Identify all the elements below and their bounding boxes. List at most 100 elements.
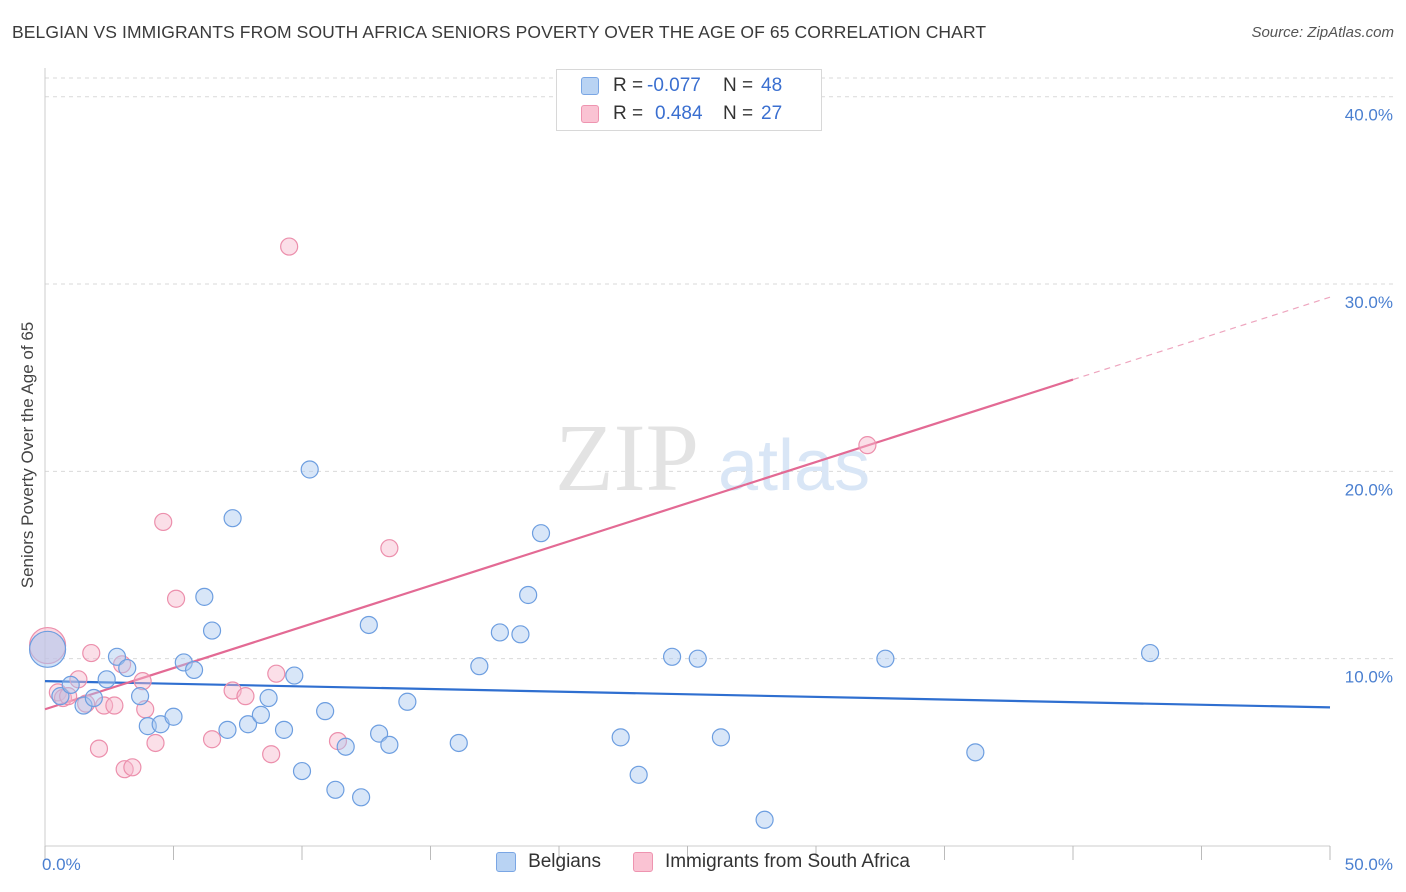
data-point-belgians bbox=[511, 625, 530, 644]
series-legend: Belgians Immigrants from South Africa bbox=[0, 851, 1406, 873]
trend-lines bbox=[44, 296, 1331, 711]
data-point-belgians bbox=[316, 702, 335, 721]
series-legend-south-africa: Immigrants from South Africa bbox=[632, 851, 910, 873]
data-point-belgians bbox=[352, 788, 371, 807]
legend-n-label: N = bbox=[723, 75, 754, 96]
trend-line-belgians bbox=[44, 680, 1331, 709]
data-point-belgians bbox=[164, 707, 183, 726]
data-point-belgians bbox=[629, 765, 648, 784]
data-point-south-africa bbox=[146, 733, 165, 753]
data-point-belgians bbox=[292, 761, 312, 781]
legend-r-value: 0.484 bbox=[655, 103, 703, 124]
data-points bbox=[28, 237, 1160, 829]
data-point-belgians bbox=[370, 724, 389, 743]
data-point-belgians bbox=[326, 780, 345, 799]
data-point-belgians bbox=[130, 687, 150, 706]
data-point-south-africa bbox=[133, 672, 152, 691]
data-point-belgians bbox=[259, 688, 278, 708]
data-point-belgians bbox=[202, 621, 222, 640]
trend-line-extension bbox=[1072, 296, 1331, 381]
data-point-belgians bbox=[876, 649, 895, 668]
grid-lines bbox=[45, 77, 1393, 660]
data-point-belgians bbox=[470, 657, 489, 676]
data-point-belgians bbox=[74, 696, 93, 715]
data-point-belgians bbox=[300, 460, 319, 479]
watermark: ZIP atlas bbox=[555, 404, 870, 511]
data-point-belgians bbox=[238, 715, 258, 734]
data-point-belgians bbox=[118, 658, 137, 678]
y-tick-label: 40.0% bbox=[1345, 106, 1393, 125]
data-point-south-africa bbox=[82, 643, 101, 663]
legend-swatch-blue bbox=[581, 77, 599, 95]
data-point-belgians bbox=[51, 687, 70, 706]
x-tick-label-max: 50.0% bbox=[1345, 855, 1393, 874]
data-point-south-africa bbox=[202, 730, 222, 749]
legend-r-label: R = bbox=[613, 75, 644, 96]
series-swatch-pink bbox=[632, 852, 653, 872]
data-point-south-africa bbox=[267, 664, 286, 683]
watermark-atlas: atlas bbox=[718, 426, 870, 506]
data-point-belgians bbox=[195, 587, 214, 606]
series-legend-label: Immigrants from South Africa bbox=[664, 851, 910, 872]
data-point-belgians bbox=[184, 660, 204, 680]
legend-row-belgians: R = -0.077 N = 48 bbox=[581, 74, 782, 98]
y-tick-label: 20.0% bbox=[1345, 480, 1393, 499]
data-point-belgians bbox=[662, 647, 682, 666]
data-point-south-africa bbox=[154, 512, 173, 532]
data-point-belgians bbox=[174, 653, 193, 672]
data-point-belgians bbox=[223, 509, 242, 528]
legend-n-label: N = bbox=[723, 103, 754, 124]
data-point-belgians bbox=[61, 675, 80, 695]
data-point-belgians bbox=[274, 720, 294, 739]
data-point-south-africa bbox=[166, 589, 186, 608]
legend-row-south-africa: R = 0.484 N = 27 bbox=[581, 102, 782, 126]
data-point-south-africa bbox=[89, 739, 109, 758]
data-point-belgians bbox=[218, 720, 237, 739]
data-point-south-africa bbox=[95, 696, 114, 715]
data-point-south-africa bbox=[262, 745, 281, 764]
series-legend-belgians: Belgians bbox=[496, 851, 601, 873]
x-tick-label-min: 0.0% bbox=[42, 855, 81, 874]
axes bbox=[44, 68, 1331, 860]
y-tick-label: 10.0% bbox=[1345, 668, 1393, 687]
data-point-belgians bbox=[380, 735, 399, 754]
data-point-belgians bbox=[84, 688, 103, 708]
data-point-belgians bbox=[966, 743, 985, 762]
data-point-belgians bbox=[97, 670, 116, 689]
data-point-belgians bbox=[336, 737, 355, 756]
legend-r-value: -0.077 bbox=[647, 75, 701, 96]
series-swatch-blue bbox=[496, 852, 517, 872]
source-label: Source: ZipAtlas.com bbox=[1251, 24, 1394, 41]
trend-line-south-africa bbox=[44, 378, 1074, 711]
series-legend-label: Belgians bbox=[528, 851, 601, 872]
legend-swatch-pink bbox=[581, 105, 599, 123]
y-tick-label: 30.0% bbox=[1345, 293, 1393, 312]
y-tick-labels: 10.0% 20.0% 30.0% 40.0% bbox=[1345, 106, 1393, 687]
data-point-south-africa bbox=[858, 436, 877, 455]
legend-n-value: 48 bbox=[761, 75, 783, 96]
data-point-south-africa bbox=[59, 687, 78, 706]
data-point-belgians bbox=[755, 810, 774, 829]
data-point-south-africa bbox=[105, 696, 124, 715]
legend-n-value: 27 bbox=[761, 103, 783, 124]
data-point-belgians bbox=[711, 728, 731, 747]
data-point-belgians bbox=[251, 705, 270, 724]
data-point-belgians bbox=[449, 733, 468, 753]
data-point-belgians bbox=[688, 649, 707, 668]
watermark-zip: ZIP bbox=[555, 404, 699, 511]
y-axis-title: Seniors Poverty Over the Age of 65 bbox=[18, 322, 37, 588]
data-point-belgians bbox=[531, 524, 551, 543]
data-point-belgians bbox=[285, 666, 304, 685]
data-point-south-africa bbox=[236, 687, 255, 706]
data-point-belgians bbox=[611, 728, 630, 747]
data-point-belgians bbox=[519, 585, 538, 605]
data-point-south-africa bbox=[280, 237, 299, 256]
legend-r-label: R = bbox=[613, 103, 644, 124]
data-point-south-africa bbox=[123, 758, 142, 777]
data-point-belgians bbox=[107, 647, 127, 666]
data-point-south-africa bbox=[380, 539, 399, 558]
data-point-belgians bbox=[490, 623, 509, 642]
data-point-belgians bbox=[28, 630, 67, 668]
data-point-belgians bbox=[359, 615, 378, 635]
